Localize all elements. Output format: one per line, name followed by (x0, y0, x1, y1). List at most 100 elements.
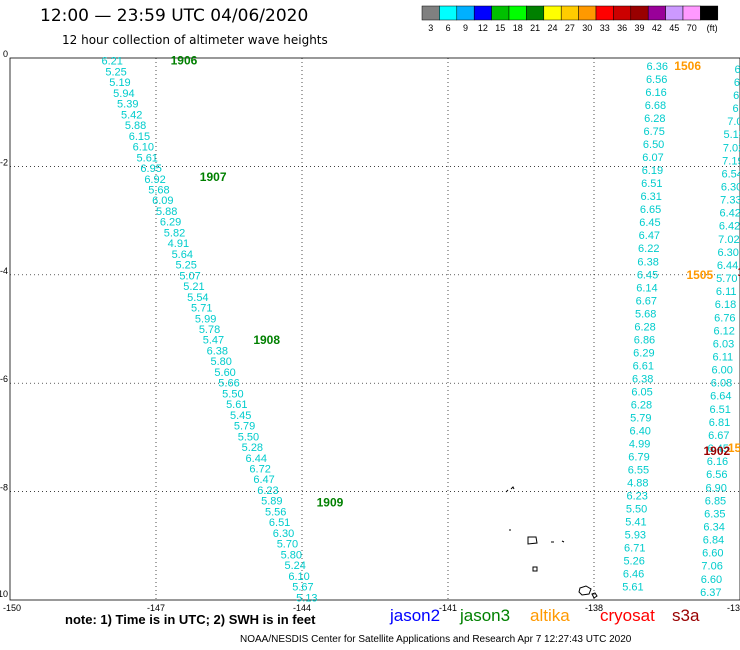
y-tick-label: -10 (0, 589, 8, 599)
data-point-jason3: 5.39 (117, 99, 138, 111)
legend-swatch (595, 5, 614, 21)
data-point-jason2: 6 (733, 90, 739, 102)
data-point-jason2: 6.30 (721, 182, 740, 194)
data-point-altika: 6.28 (631, 399, 652, 411)
data-point-jason3: 5.56 (265, 506, 286, 518)
legend-swatch (682, 5, 701, 21)
x-tick-label: -138 (585, 603, 603, 613)
data-point-jason3: 5.45 (230, 410, 251, 422)
data-point-jason2: 6.54 (722, 168, 740, 180)
data-point-jason3: 5.88 (156, 206, 177, 218)
data-point-altika: 6.07 (642, 152, 663, 164)
data-point-altika: 6.28 (644, 113, 665, 125)
legend-swatch (421, 5, 440, 21)
data-point-altika: 5.50 (626, 503, 647, 515)
pass-label: 1506 (674, 59, 701, 73)
legend-label: 70 (687, 23, 697, 33)
data-point-jason2: 6 (734, 77, 740, 89)
data-point-altika: 6.28 (634, 321, 655, 333)
data-point-jason3: 5.64 (172, 249, 193, 261)
data-point-jason3: 6.72 (249, 464, 270, 476)
data-point-jason2: 6.30 (717, 247, 738, 259)
data-point-jason3: 6.09 (152, 195, 173, 207)
data-point-jason3: 5.21 (183, 281, 204, 293)
legend-label: 18 (513, 23, 523, 33)
data-point-jason2: 6.03 (713, 338, 734, 350)
data-point-jason2: 6.37 (700, 587, 721, 599)
data-point-jason3: 5.19 (109, 77, 130, 89)
legend-label: 21 (530, 23, 540, 33)
legend-swatch (473, 5, 492, 21)
data-point-jason2: 6.90 (705, 482, 726, 494)
data-point-jason3: 5.88 (125, 120, 146, 132)
data-point-altika: 5.93 (625, 529, 646, 541)
data-point-jason2: 6.42 (719, 208, 740, 220)
y-tick-label: -8 (0, 483, 8, 493)
legend-swatch (456, 5, 475, 21)
data-point-jason3: 6.10 (133, 142, 154, 154)
data-point-jason3: 6.44 (246, 453, 267, 465)
data-point-altika: 6.45 (637, 269, 658, 281)
data-point-altika: 6.38 (637, 256, 658, 268)
data-point-jason3: 5.80 (211, 356, 232, 368)
data-point-jason2: 6.34 (703, 521, 724, 533)
y-tick-label: -6 (0, 374, 8, 384)
legend-label: 3 (428, 23, 433, 33)
data-point-jason3: 5.50 (238, 431, 259, 443)
legend-label: 36 (617, 23, 627, 33)
gridlines (10, 58, 740, 600)
data-point-altika: 6.19 (642, 165, 663, 177)
pass-label: 1907 (200, 170, 227, 184)
island (527, 536, 538, 545)
legend-swatch (508, 5, 527, 21)
legend-swatch (491, 5, 510, 21)
data-point-jason3: 6.38 (207, 345, 228, 357)
legend-label: 33 (600, 23, 610, 33)
data-point-jason3: 5.13 (296, 592, 317, 604)
data-point-jason3: 5.70 (277, 539, 298, 551)
data-point-jason3: 5.61 (137, 152, 158, 164)
data-point-jason2: 6.84 (703, 535, 724, 547)
island (551, 540, 565, 543)
data-point-altika: 6.86 (634, 334, 655, 346)
legend-swatch (543, 5, 562, 21)
data-point-jason2: 6.67 (708, 430, 729, 442)
legend-swatch (700, 5, 719, 21)
legend-label: 39 (634, 23, 644, 33)
satellite-legend-cryosat: cryosat (600, 606, 655, 625)
data-point-altika: 6.38 (632, 373, 653, 385)
pass-label: 15 (728, 441, 740, 455)
data-point-jason3: 5.47 (203, 335, 224, 347)
legend-swatch (613, 5, 632, 21)
data-point-altika: 6.46 (623, 568, 644, 580)
data-point-jason3: 5.71 (191, 303, 212, 315)
axis-tick-labels: -150 -147 -144 -141 -138 -135 0 -2 -4 -6 -8 -10 (0, 49, 740, 613)
data-point-altika: 6.68 (645, 100, 666, 112)
data-point-jason3: 6.10 (288, 571, 309, 583)
data-point-altika: 6.16 (645, 87, 666, 99)
data-point-altika: 6.75 (644, 126, 665, 138)
data-point-jason3: 5.60 (214, 367, 235, 379)
data-point-jason2: 6.00 (711, 365, 732, 377)
data-point-jason3: 5.68 (148, 184, 169, 196)
legend-swatch (560, 5, 579, 21)
legend-label: (ft) (707, 23, 718, 33)
x-tick-label: -150 (3, 603, 21, 613)
data-point-jason2: 6.12 (713, 325, 734, 337)
x-tick-label: -141 (439, 603, 457, 613)
data-point-jason3: 6.21 (101, 56, 122, 68)
data-point-jason3: 6.95 (140, 163, 161, 175)
data-point-altika: 6.61 (633, 360, 654, 372)
data-point-jason2: 7.33 (720, 195, 740, 207)
pass-label: 1902 (704, 444, 731, 458)
data-point-jason3: 6.29 (160, 217, 181, 229)
legend-label: 27 (565, 23, 575, 33)
x-tick-label: -147 (147, 603, 165, 613)
data-point-jason2: 6.16 (707, 456, 728, 468)
data-point-jason2: 5.19 (724, 129, 740, 141)
legend-label: 9 (463, 23, 468, 33)
data-point-jason3: 5.28 (242, 442, 263, 454)
data-point-jason2: 6.60 (702, 548, 723, 560)
